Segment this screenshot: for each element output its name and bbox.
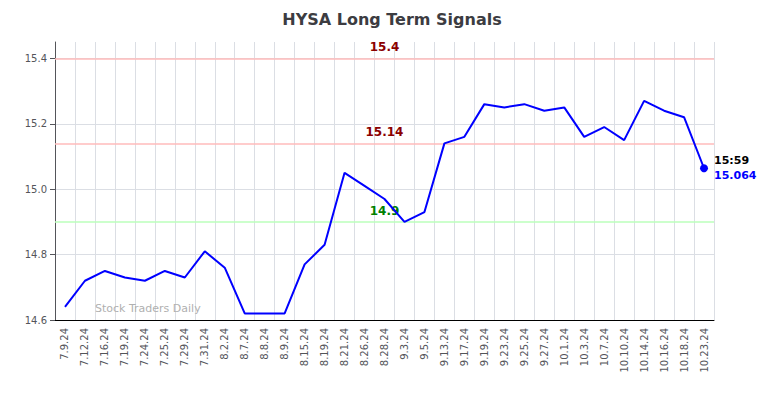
svg-text:7.25.24: 7.25.24 xyxy=(159,328,170,366)
svg-text:7.16.24: 7.16.24 xyxy=(99,328,110,366)
svg-text:10.16.24: 10.16.24 xyxy=(659,328,670,373)
svg-text:7.29.24: 7.29.24 xyxy=(179,328,190,366)
svg-text:14.9: 14.9 xyxy=(369,203,400,218)
svg-text:7.9.24: 7.9.24 xyxy=(59,328,70,360)
svg-text:10.3.24: 10.3.24 xyxy=(579,328,590,366)
svg-text:15.0: 15.0 xyxy=(25,184,47,195)
svg-text:10.18.24: 10.18.24 xyxy=(679,328,690,373)
svg-text:9.17.24: 9.17.24 xyxy=(459,328,470,366)
svg-text:14.8: 14.8 xyxy=(25,249,47,260)
svg-text:10.14.24: 10.14.24 xyxy=(639,328,650,373)
svg-text:7.12.24: 7.12.24 xyxy=(79,328,90,366)
svg-text:10.23.24: 10.23.24 xyxy=(699,328,710,373)
svg-text:15.2: 15.2 xyxy=(25,118,47,129)
svg-text:Stock Traders Daily: Stock Traders Daily xyxy=(95,302,201,315)
svg-text:15.14: 15.14 xyxy=(366,125,404,139)
svg-text:9.13.24: 9.13.24 xyxy=(439,328,450,366)
svg-text:8.19.24: 8.19.24 xyxy=(319,328,330,366)
svg-text:7.31.24: 7.31.24 xyxy=(199,328,210,366)
svg-text:9.5.24: 9.5.24 xyxy=(419,328,430,360)
svg-text:7.24.24: 7.24.24 xyxy=(139,328,150,366)
svg-text:8.26.24: 8.26.24 xyxy=(359,328,370,366)
svg-text:9.3.24: 9.3.24 xyxy=(399,328,410,360)
svg-text:10.7.24: 10.7.24 xyxy=(599,328,610,366)
svg-text:8.15.24: 8.15.24 xyxy=(299,328,310,366)
svg-text:8.9.24: 8.9.24 xyxy=(279,328,290,360)
svg-text:9.27.24: 9.27.24 xyxy=(539,328,550,366)
svg-text:14.6: 14.6 xyxy=(25,315,47,326)
svg-text:10.1.24: 10.1.24 xyxy=(559,328,570,366)
svg-text:15.4: 15.4 xyxy=(370,40,400,54)
svg-text:9.19.24: 9.19.24 xyxy=(479,328,490,366)
svg-text:15.064: 15.064 xyxy=(714,169,757,182)
svg-text:15.4: 15.4 xyxy=(25,53,47,64)
svg-text:9.23.24: 9.23.24 xyxy=(499,328,510,366)
svg-text:8.8.24: 8.8.24 xyxy=(259,328,270,360)
svg-text:7.19.24: 7.19.24 xyxy=(119,328,130,366)
svg-text:15:59: 15:59 xyxy=(714,154,749,167)
svg-text:8.21.24: 8.21.24 xyxy=(339,328,350,366)
svg-text:8.7.24: 8.7.24 xyxy=(239,328,250,360)
svg-text:10.10.24: 10.10.24 xyxy=(619,328,630,373)
svg-text:8.28.24: 8.28.24 xyxy=(379,328,390,366)
svg-text:9.25.24: 9.25.24 xyxy=(519,328,530,366)
svg-text:8.2.24: 8.2.24 xyxy=(219,328,230,360)
svg-text:HYSA Long Term Signals: HYSA Long Term Signals xyxy=(282,10,501,29)
